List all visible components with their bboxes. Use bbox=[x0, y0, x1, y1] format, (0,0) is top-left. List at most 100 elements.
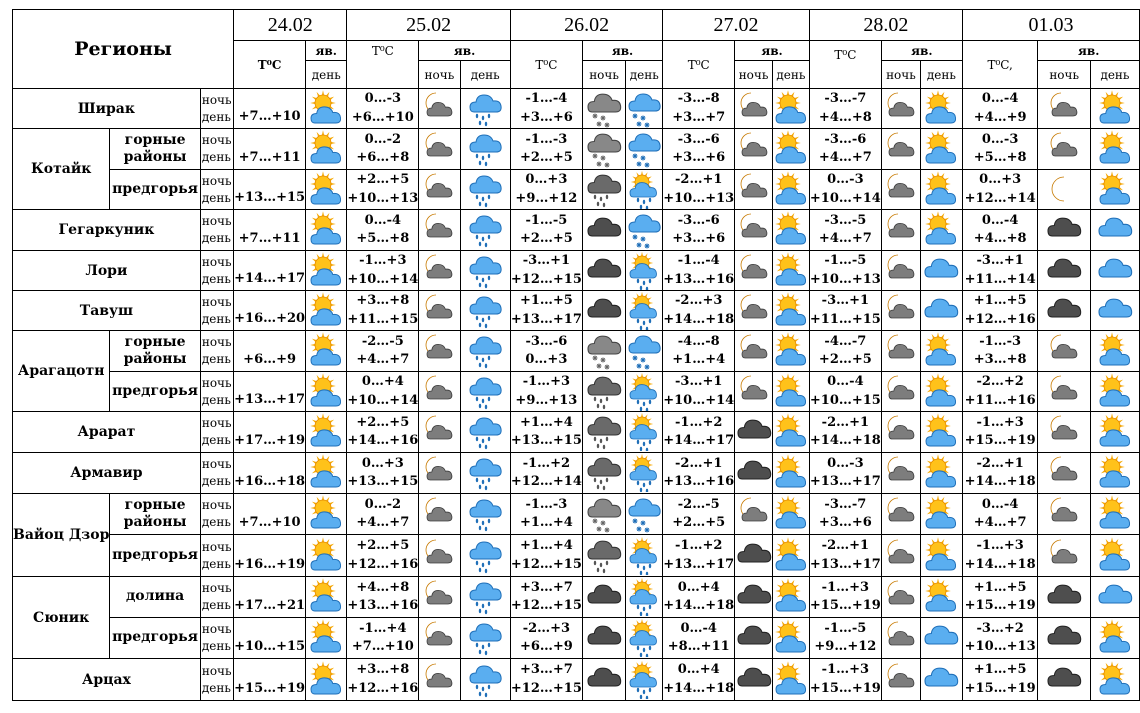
sun-cloud-icon bbox=[771, 658, 810, 701]
night-temp: -4…-7 bbox=[824, 333, 867, 349]
temp-cell: -1…-3 +3…+8 bbox=[961, 330, 1039, 372]
day-temp: +14…+18 bbox=[663, 311, 735, 327]
temp-cell: +13…+17 bbox=[233, 371, 307, 412]
temp-cell: -1…+3 +14…+18 bbox=[961, 534, 1039, 577]
temp-header-6: T⁰C, bbox=[961, 40, 1039, 89]
cloud-rain-icon bbox=[459, 493, 511, 535]
day-header-1: день bbox=[305, 60, 348, 89]
temp-cell: +6…+9 bbox=[233, 330, 307, 372]
day-header-6: день bbox=[1089, 60, 1140, 89]
night-temp: 0…+4 bbox=[361, 374, 404, 390]
cloud-rain-icon bbox=[459, 534, 511, 577]
table-row: Гегаркуник ночь день +7…+11 0…-4 +5…+8 -1…-5 +2… bbox=[12, 209, 1140, 251]
day-header-5: день bbox=[919, 60, 963, 89]
temp-cell: -4…-8 +1…+4 bbox=[662, 330, 736, 372]
blue-cloud-icon bbox=[919, 617, 963, 659]
table-row: предгорья ночь день +13…+15 +2…+5 +10…+13 0…+3… bbox=[13, 169, 1140, 210]
time-of-day: ночь день bbox=[199, 576, 235, 618]
region-name: Ширак bbox=[12, 88, 201, 129]
temp-cell: +17…+21 bbox=[233, 576, 307, 618]
dark-cloud-icon bbox=[581, 658, 627, 701]
temp-cell: 0…-4 +10…+15 bbox=[808, 371, 882, 412]
day-temp: 0…+3 bbox=[525, 352, 568, 367]
table-row: Ширак ночь день +7…+10 0…-3 +6…+10 -1…-4 +3…+6-… bbox=[12, 88, 1140, 129]
moon-cloud-icon bbox=[418, 493, 461, 535]
dark-rain-icon bbox=[581, 452, 627, 494]
cloud-rain-icon bbox=[459, 330, 511, 372]
night-temp: -1…+2 bbox=[675, 414, 723, 430]
cloud-rain-icon bbox=[459, 209, 511, 251]
moon-cloud-icon bbox=[734, 169, 773, 210]
moon-cloud-icon bbox=[418, 250, 461, 291]
temp-cell: -1…+3 +15…+19 bbox=[808, 576, 882, 618]
subregion-name: горные районы bbox=[109, 493, 201, 535]
dark-cloud-icon bbox=[734, 617, 773, 659]
moon-cloud-icon bbox=[734, 209, 773, 251]
table-row: предгорья ночь день +10…+15 -1…+4 +7…+10 -2…+3… bbox=[13, 617, 1140, 659]
temp-cell: 0…-2 +4…+7 bbox=[346, 493, 420, 535]
day-temp: +13…+16 bbox=[347, 598, 419, 613]
phenomena-header-2: яв. bbox=[418, 40, 511, 61]
temp-cell: +1…+5 +12…+16 bbox=[961, 290, 1039, 331]
moon-cloud-icon bbox=[734, 88, 773, 129]
time-of-day: ночь день bbox=[199, 88, 235, 129]
day-temp: +4…+8 bbox=[818, 109, 872, 125]
night-temp: +3…+7 bbox=[519, 579, 573, 595]
moon-icon bbox=[1037, 169, 1091, 210]
temp-cell: 0…-4 +8…+11 bbox=[662, 617, 736, 659]
temp-cell: -3…+1 +10…+14 bbox=[662, 371, 736, 412]
table-row: предгорья ночь день +16…+19 +2…+5 +12…+16 +1…+… bbox=[13, 534, 1140, 577]
temp-cell: -1…+3 +15…+19 bbox=[961, 411, 1039, 453]
moon-cloud-icon bbox=[880, 250, 921, 291]
day-temp: +10…+13 bbox=[809, 271, 881, 287]
table-row: Котайк горные районы ночь день +7…+11 0…-2 +6…… bbox=[11, 128, 1140, 210]
temp-cell: +10…+15 bbox=[233, 617, 307, 659]
night-temp: -1…+3 bbox=[359, 253, 407, 269]
temp-cell: -1…+2 +12…+14 bbox=[509, 452, 583, 494]
night-temp: 0…-4 bbox=[827, 374, 864, 390]
temp-header-3: T⁰C bbox=[509, 40, 583, 89]
dark-rain-icon bbox=[581, 169, 627, 210]
dark-cloud-icon bbox=[734, 534, 773, 577]
night-header-3: ночь bbox=[581, 60, 627, 89]
night-temp: +2…+5 bbox=[356, 172, 410, 188]
cloud-rain-icon bbox=[459, 250, 511, 291]
night-temp: 0…+4 bbox=[677, 579, 720, 595]
night-temp: 0…-4 bbox=[364, 212, 402, 228]
sun-cloud-icon bbox=[919, 128, 963, 170]
night-temp: -1…-4 bbox=[677, 253, 720, 269]
temp-header-4: T⁰C bbox=[662, 40, 736, 89]
sun-cloud-icon bbox=[305, 452, 348, 494]
night-temp: +1…+5 bbox=[973, 293, 1027, 309]
temp-cell: -2…+1 +14…+18 bbox=[961, 452, 1039, 494]
night-temp: +4…+8 bbox=[356, 579, 410, 595]
night-temp: +2…+5 bbox=[356, 414, 410, 430]
night-temp: -3…-5 bbox=[824, 212, 867, 228]
temp-cell: 0…+3 +12…+14 bbox=[961, 169, 1039, 210]
day-temp: +9…+12 bbox=[515, 190, 578, 206]
dark-cloud-icon bbox=[734, 658, 773, 701]
night-temp: -2…+2 bbox=[976, 374, 1024, 390]
day-header-3: день bbox=[625, 60, 664, 89]
day-temp: +15…+19 bbox=[964, 598, 1036, 613]
temp-cell: +15…+19 bbox=[233, 658, 307, 701]
day-temp: +13…+17 bbox=[663, 556, 735, 572]
night-temp: -1…-3 bbox=[525, 496, 568, 512]
night-temp: -1…+4 bbox=[359, 620, 407, 636]
dark-snow-icon bbox=[581, 88, 627, 129]
temp-cell: -3…+1 +11…+14 bbox=[961, 250, 1039, 291]
sun-cloud-icon bbox=[305, 617, 348, 659]
day-temp: +10…+13 bbox=[663, 190, 735, 206]
day-temp: +11…+14 bbox=[964, 271, 1036, 287]
night-label: ночь bbox=[201, 416, 232, 431]
night-temp: -1…-4 bbox=[525, 91, 568, 107]
dark-rain-icon bbox=[581, 411, 627, 453]
subregion-name: горные районы bbox=[109, 330, 201, 372]
day-temp: +2…+5 bbox=[519, 150, 573, 165]
region-name: Лори bbox=[12, 250, 201, 291]
region-name: Армавир bbox=[12, 452, 201, 494]
moon-cloud-icon bbox=[880, 576, 921, 618]
night-temp: 0…+4 bbox=[677, 662, 720, 678]
day-temp: +13…+15 bbox=[234, 189, 306, 205]
day-temp: +3…+6 bbox=[672, 231, 726, 246]
